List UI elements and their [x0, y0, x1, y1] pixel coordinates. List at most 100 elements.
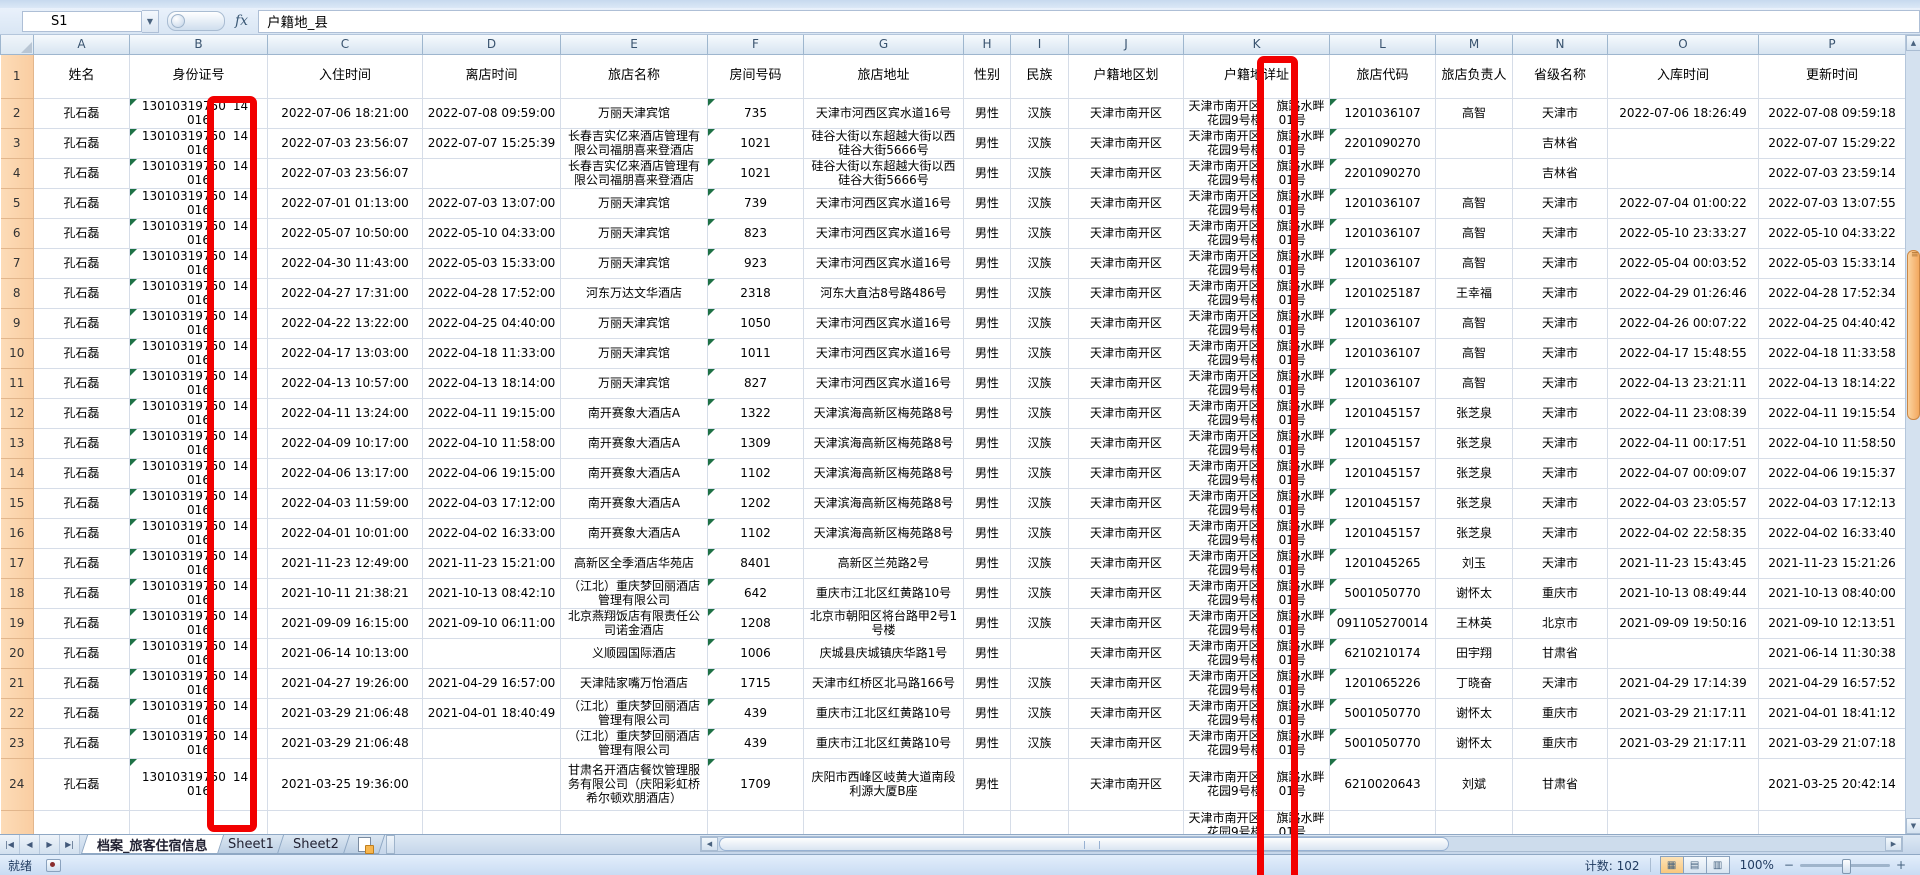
- cell-name[interactable]: 孔石磊: [33, 127, 130, 159]
- cell-gender[interactable]: 男性: [963, 127, 1011, 159]
- cell-stored[interactable]: [1607, 157, 1759, 189]
- cell-code[interactable]: 1201036107: [1329, 187, 1436, 219]
- cell-haddr[interactable]: 天津市南开区 旗路水畔 花园9号楼 01号: [1183, 697, 1330, 729]
- cell-room[interactable]: 1011: [707, 337, 804, 369]
- header-cell-updated[interactable]: 更新时间: [1758, 53, 1905, 99]
- cell-room[interactable]: 8401: [707, 547, 804, 579]
- vertical-scrollbar-thumb[interactable]: [1907, 250, 1920, 420]
- cell-province[interactable]: 天津市: [1512, 427, 1608, 459]
- cell-code[interactable]: 5001050770: [1329, 577, 1436, 609]
- cell-updated[interactable]: 2021-04-01 18:41:12: [1758, 697, 1905, 729]
- cell-province[interactable]: 重庆市: [1512, 577, 1608, 609]
- cell-checkout[interactable]: 2022-04-13 18:14:00: [422, 367, 561, 399]
- column-header-P[interactable]: P: [1758, 35, 1905, 55]
- cell-code[interactable]: 1201036107: [1329, 247, 1436, 279]
- cell-room[interactable]: 1006: [707, 637, 804, 669]
- formula-input[interactable]: 户籍地_县: [258, 9, 1920, 33]
- cell-haddr[interactable]: 天津市南开区 旗路水畔 花园9号楼 01号: [1183, 637, 1330, 669]
- cell-stored[interactable]: 2022-07-04 01:00:22: [1607, 187, 1759, 219]
- cell-id[interactable]: 13010319750 14016: [129, 727, 268, 759]
- cell-hotel[interactable]: 万丽天津宾馆: [560, 307, 708, 339]
- row-number[interactable]: 8: [0, 277, 34, 309]
- cell-province[interactable]: 吉林省: [1512, 157, 1608, 189]
- cell-stored[interactable]: 2022-04-17 15:48:55: [1607, 337, 1759, 369]
- cell-id[interactable]: [129, 809, 268, 834]
- cell-checkin[interactable]: 2022-04-27 17:31:00: [267, 277, 423, 309]
- cell-checkin[interactable]: 2022-04-11 13:24:00: [267, 397, 423, 429]
- cell-name[interactable]: 孔石磊: [33, 667, 130, 699]
- cell-ethnic[interactable]: 汉族: [1010, 187, 1069, 219]
- cell-addr[interactable]: 硅谷大街以东超越大街以西硅谷大街5666号: [803, 157, 964, 189]
- cell-room[interactable]: 1709: [707, 757, 804, 811]
- cell-ethnic[interactable]: 汉族: [1010, 667, 1069, 699]
- cell-addr[interactable]: 河东大直沽8号路486号: [803, 277, 964, 309]
- cell-stored[interactable]: 2022-04-11 00:17:51: [1607, 427, 1759, 459]
- cell-haddr[interactable]: 天津市南开区 旗路水畔 花园9号楼 01号: [1183, 157, 1330, 189]
- header-cell-checkin[interactable]: 入住时间: [267, 53, 423, 99]
- cell-id[interactable]: 13010319750 14016: [129, 247, 268, 279]
- cell-addr[interactable]: 庆城县庆城镇庆华路1号: [803, 637, 964, 669]
- cell-manager[interactable]: 田宇翔: [1435, 637, 1513, 669]
- cell-checkout[interactable]: [422, 757, 561, 811]
- cell-room[interactable]: 1102: [707, 517, 804, 549]
- cell-province[interactable]: 吉林省: [1512, 127, 1608, 159]
- cell-id[interactable]: 13010319750 14016: [129, 427, 268, 459]
- cell-region[interactable]: 天津市南开区: [1068, 547, 1184, 579]
- cell-updated[interactable]: 2022-04-10 11:58:50: [1758, 427, 1905, 459]
- cell-ethnic[interactable]: [1010, 809, 1069, 834]
- cell-checkin[interactable]: 2021-04-27 19:26:00: [267, 667, 423, 699]
- header-cell-addr[interactable]: 旅店地址: [803, 53, 964, 99]
- cell-checkout[interactable]: 2022-07-08 09:59:00: [422, 97, 561, 129]
- cell-stored[interactable]: 2022-04-26 00:07:22: [1607, 307, 1759, 339]
- row-number[interactable]: 9: [0, 307, 34, 339]
- cell-haddr[interactable]: 天津市南开区 旗路水畔 花园9号楼 01号: [1183, 127, 1330, 159]
- cell-room[interactable]: 2318: [707, 277, 804, 309]
- cell-room[interactable]: 439: [707, 727, 804, 759]
- cell-checkout[interactable]: 2021-09-10 06:11:00: [422, 607, 561, 639]
- cell-room[interactable]: 439: [707, 697, 804, 729]
- cell-manager[interactable]: 刘斌: [1435, 757, 1513, 811]
- cell-id[interactable]: 13010319750 14016: [129, 697, 268, 729]
- cell-id[interactable]: 13010319750 14016: [129, 337, 268, 369]
- cell-checkout[interactable]: 2022-05-03 15:33:00: [422, 247, 561, 279]
- cell-addr[interactable]: 天津市河西区宾水道16号: [803, 217, 964, 249]
- row-number[interactable]: 1: [0, 53, 34, 99]
- cell-manager[interactable]: 刘玉: [1435, 547, 1513, 579]
- cell-manager[interactable]: 张芝泉: [1435, 487, 1513, 519]
- header-cell-checkout[interactable]: 离店时间: [422, 53, 561, 99]
- cell-manager[interactable]: 王林英: [1435, 607, 1513, 639]
- cell-updated[interactable]: 2021-03-29 21:07:18: [1758, 727, 1905, 759]
- zoom-slider-track[interactable]: [1799, 858, 1890, 874]
- cell-stored[interactable]: 2022-07-06 18:26:49: [1607, 97, 1759, 129]
- cell-manager[interactable]: [1435, 127, 1513, 159]
- cell-gender[interactable]: 男性: [963, 457, 1011, 489]
- cell-room[interactable]: 1208: [707, 607, 804, 639]
- cell-stored[interactable]: 2022-05-04 00:03:52: [1607, 247, 1759, 279]
- cell-gender[interactable]: 男性: [963, 187, 1011, 219]
- row-number[interactable]: 19: [0, 607, 34, 639]
- cell-code[interactable]: 1201036107: [1329, 97, 1436, 129]
- zoom-in-icon[interactable]: +: [1895, 858, 1906, 872]
- name-box[interactable]: S1: [22, 10, 142, 32]
- cell-hotel[interactable]: 长春吉实亿来酒店管理有限公司福朋喜来登酒店: [560, 157, 708, 189]
- cell-addr[interactable]: [803, 809, 964, 834]
- cell-stored[interactable]: 2021-04-29 17:14:39: [1607, 667, 1759, 699]
- column-header-M[interactable]: M: [1435, 35, 1513, 55]
- cell-hotel[interactable]: （江北）重庆梦回丽酒店管理有限公司: [560, 577, 708, 609]
- cell-checkin[interactable]: 2022-04-30 11:43:00: [267, 247, 423, 279]
- cell-region[interactable]: 天津市南开区: [1068, 457, 1184, 489]
- cell-ethnic[interactable]: 汉族: [1010, 607, 1069, 639]
- cell-room[interactable]: 1202: [707, 487, 804, 519]
- cell-hotel[interactable]: 万丽天津宾馆: [560, 367, 708, 399]
- cell-haddr[interactable]: 天津市南开区 旗路水畔 花园9号楼 01号: [1183, 607, 1330, 639]
- cell-id[interactable]: 13010319750 14016: [129, 607, 268, 639]
- cell-ethnic[interactable]: 汉族: [1010, 397, 1069, 429]
- cell-gender[interactable]: 男性: [963, 397, 1011, 429]
- cell-ethnic[interactable]: [1010, 757, 1069, 811]
- cell-stored[interactable]: 2022-04-13 23:21:11: [1607, 367, 1759, 399]
- cell-checkout[interactable]: 2021-04-29 16:57:00: [422, 667, 561, 699]
- fx-icon[interactable]: fx: [235, 13, 249, 29]
- cell-province[interactable]: [1512, 809, 1608, 834]
- header-cell-room[interactable]: 房间号码: [707, 53, 804, 99]
- cell-ethnic[interactable]: 汉族: [1010, 427, 1069, 459]
